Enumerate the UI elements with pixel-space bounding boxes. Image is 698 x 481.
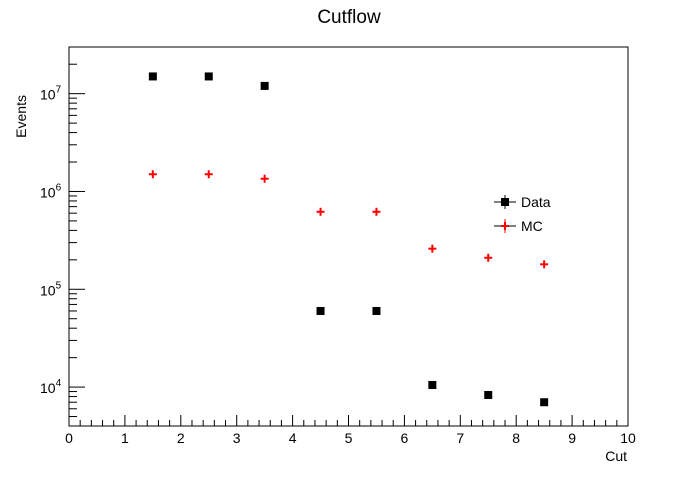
x-tick-label: 1: [121, 430, 129, 446]
y-tick-label: 106: [40, 182, 62, 200]
legend: Data MC: [494, 194, 551, 234]
x-tick-label: 6: [401, 430, 409, 446]
mc-point: [372, 207, 381, 216]
x-tick-label: 9: [568, 430, 576, 446]
mc-point: [428, 244, 437, 253]
y-tick-label: 105: [40, 280, 62, 298]
data-point: [428, 381, 437, 390]
y-axis: 104 105 106 107: [40, 46, 85, 427]
y-tick-label: 104: [40, 378, 62, 396]
mc-point: [260, 174, 269, 183]
data-point: [484, 390, 493, 399]
x-tick-label: 5: [345, 430, 353, 446]
y-axis-label: Events: [13, 95, 29, 138]
x-tick-label: 10: [620, 430, 636, 446]
x-tick-label: 0: [65, 430, 73, 446]
legend-label: MC: [521, 218, 543, 234]
data-point: [372, 306, 381, 315]
x-tick-label: 7: [456, 430, 464, 446]
legend-entry-mc: MC: [494, 218, 543, 234]
x-axis-label: Cut: [605, 448, 627, 464]
mc-point: [540, 260, 549, 269]
chart-title: Cutflow: [317, 7, 381, 28]
y-tick-label: 107: [40, 85, 62, 103]
data-point: [204, 72, 213, 81]
mc-point: [204, 170, 213, 179]
x-tick-label: 8: [512, 430, 520, 446]
x-axis: 0 1 2 3 4 5 6 7 8 9 10: [65, 415, 636, 446]
legend-entry-data: Data: [494, 194, 551, 210]
x-tick-label: 4: [289, 430, 297, 446]
legend-label: Data: [521, 194, 551, 210]
mc-point: [484, 253, 493, 262]
data-point: [260, 81, 269, 90]
plot-frame: [68, 46, 629, 427]
mc-point: [316, 207, 325, 216]
data-point: [316, 306, 325, 315]
data-point: [148, 72, 157, 81]
x-tick-label: 2: [177, 430, 185, 446]
x-tick-label: 3: [233, 430, 241, 446]
series-layer: [148, 72, 549, 407]
mc-point: [148, 170, 157, 179]
data-point: [540, 398, 549, 407]
